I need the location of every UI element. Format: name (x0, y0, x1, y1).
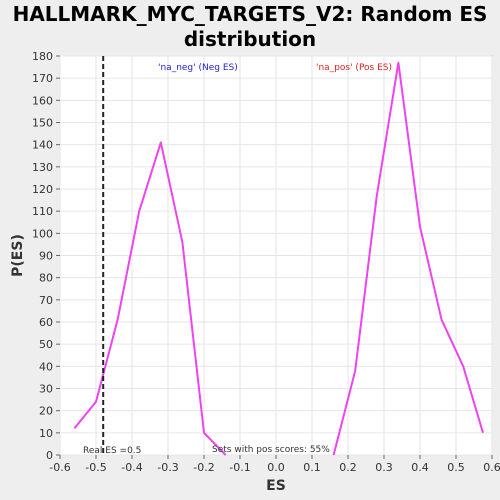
y-tick-label: 90 (39, 250, 53, 263)
x-tick-label: 0.5 (447, 461, 465, 474)
y-tick-label: 160 (32, 94, 53, 107)
y-tick-label: 30 (39, 383, 53, 396)
x-axis-title: ES (266, 478, 286, 494)
x-tick-label: -0.5 (85, 461, 106, 474)
x-tick-label: -0.6 (49, 461, 70, 474)
y-tick-label: 150 (32, 117, 53, 130)
x-tick-label: 0.1 (303, 461, 321, 474)
real-es-label: Real ES =0.5 (83, 446, 141, 456)
x-tick-label: -0.3 (157, 461, 178, 474)
y-tick-label: 60 (39, 316, 53, 329)
x-tick-label: 0.2 (339, 461, 357, 474)
x-tick-label: -0.4 (121, 461, 142, 474)
y-tick-label: 70 (39, 294, 53, 307)
legend-label-2: 'na_pos' (Pos ES) (316, 63, 392, 73)
y-tick-label: 120 (32, 183, 53, 196)
y-tick-label: 50 (39, 338, 53, 351)
y-tick-label: 110 (32, 205, 53, 218)
y-tick-label: 80 (39, 272, 53, 285)
x-tick-label: 0.6 (483, 461, 500, 474)
y-tick-label: 100 (32, 227, 53, 240)
x-tick-label: 0.3 (375, 461, 393, 474)
y-tick-label: 130 (32, 161, 53, 174)
x-tick-label: -0.1 (229, 461, 250, 474)
y-tick-label: 10 (39, 427, 53, 440)
x-tick-label: -0.2 (193, 461, 214, 474)
y-tick-label: 140 (32, 139, 53, 152)
y-tick-label: 40 (39, 360, 53, 373)
x-tick-label: 0.0 (267, 461, 285, 474)
y-tick-label: 170 (32, 72, 53, 85)
y-axis-title: P(ES) (10, 234, 26, 277)
legend-label-1: 'na_neg' (Neg ES) (158, 63, 238, 73)
pos-score-annotation: Sets with pos scores: 55% (212, 445, 330, 455)
x-tick-label: 0.4 (411, 461, 429, 474)
y-tick-label: 180 (32, 50, 53, 63)
y-tick-label: 20 (39, 405, 53, 418)
